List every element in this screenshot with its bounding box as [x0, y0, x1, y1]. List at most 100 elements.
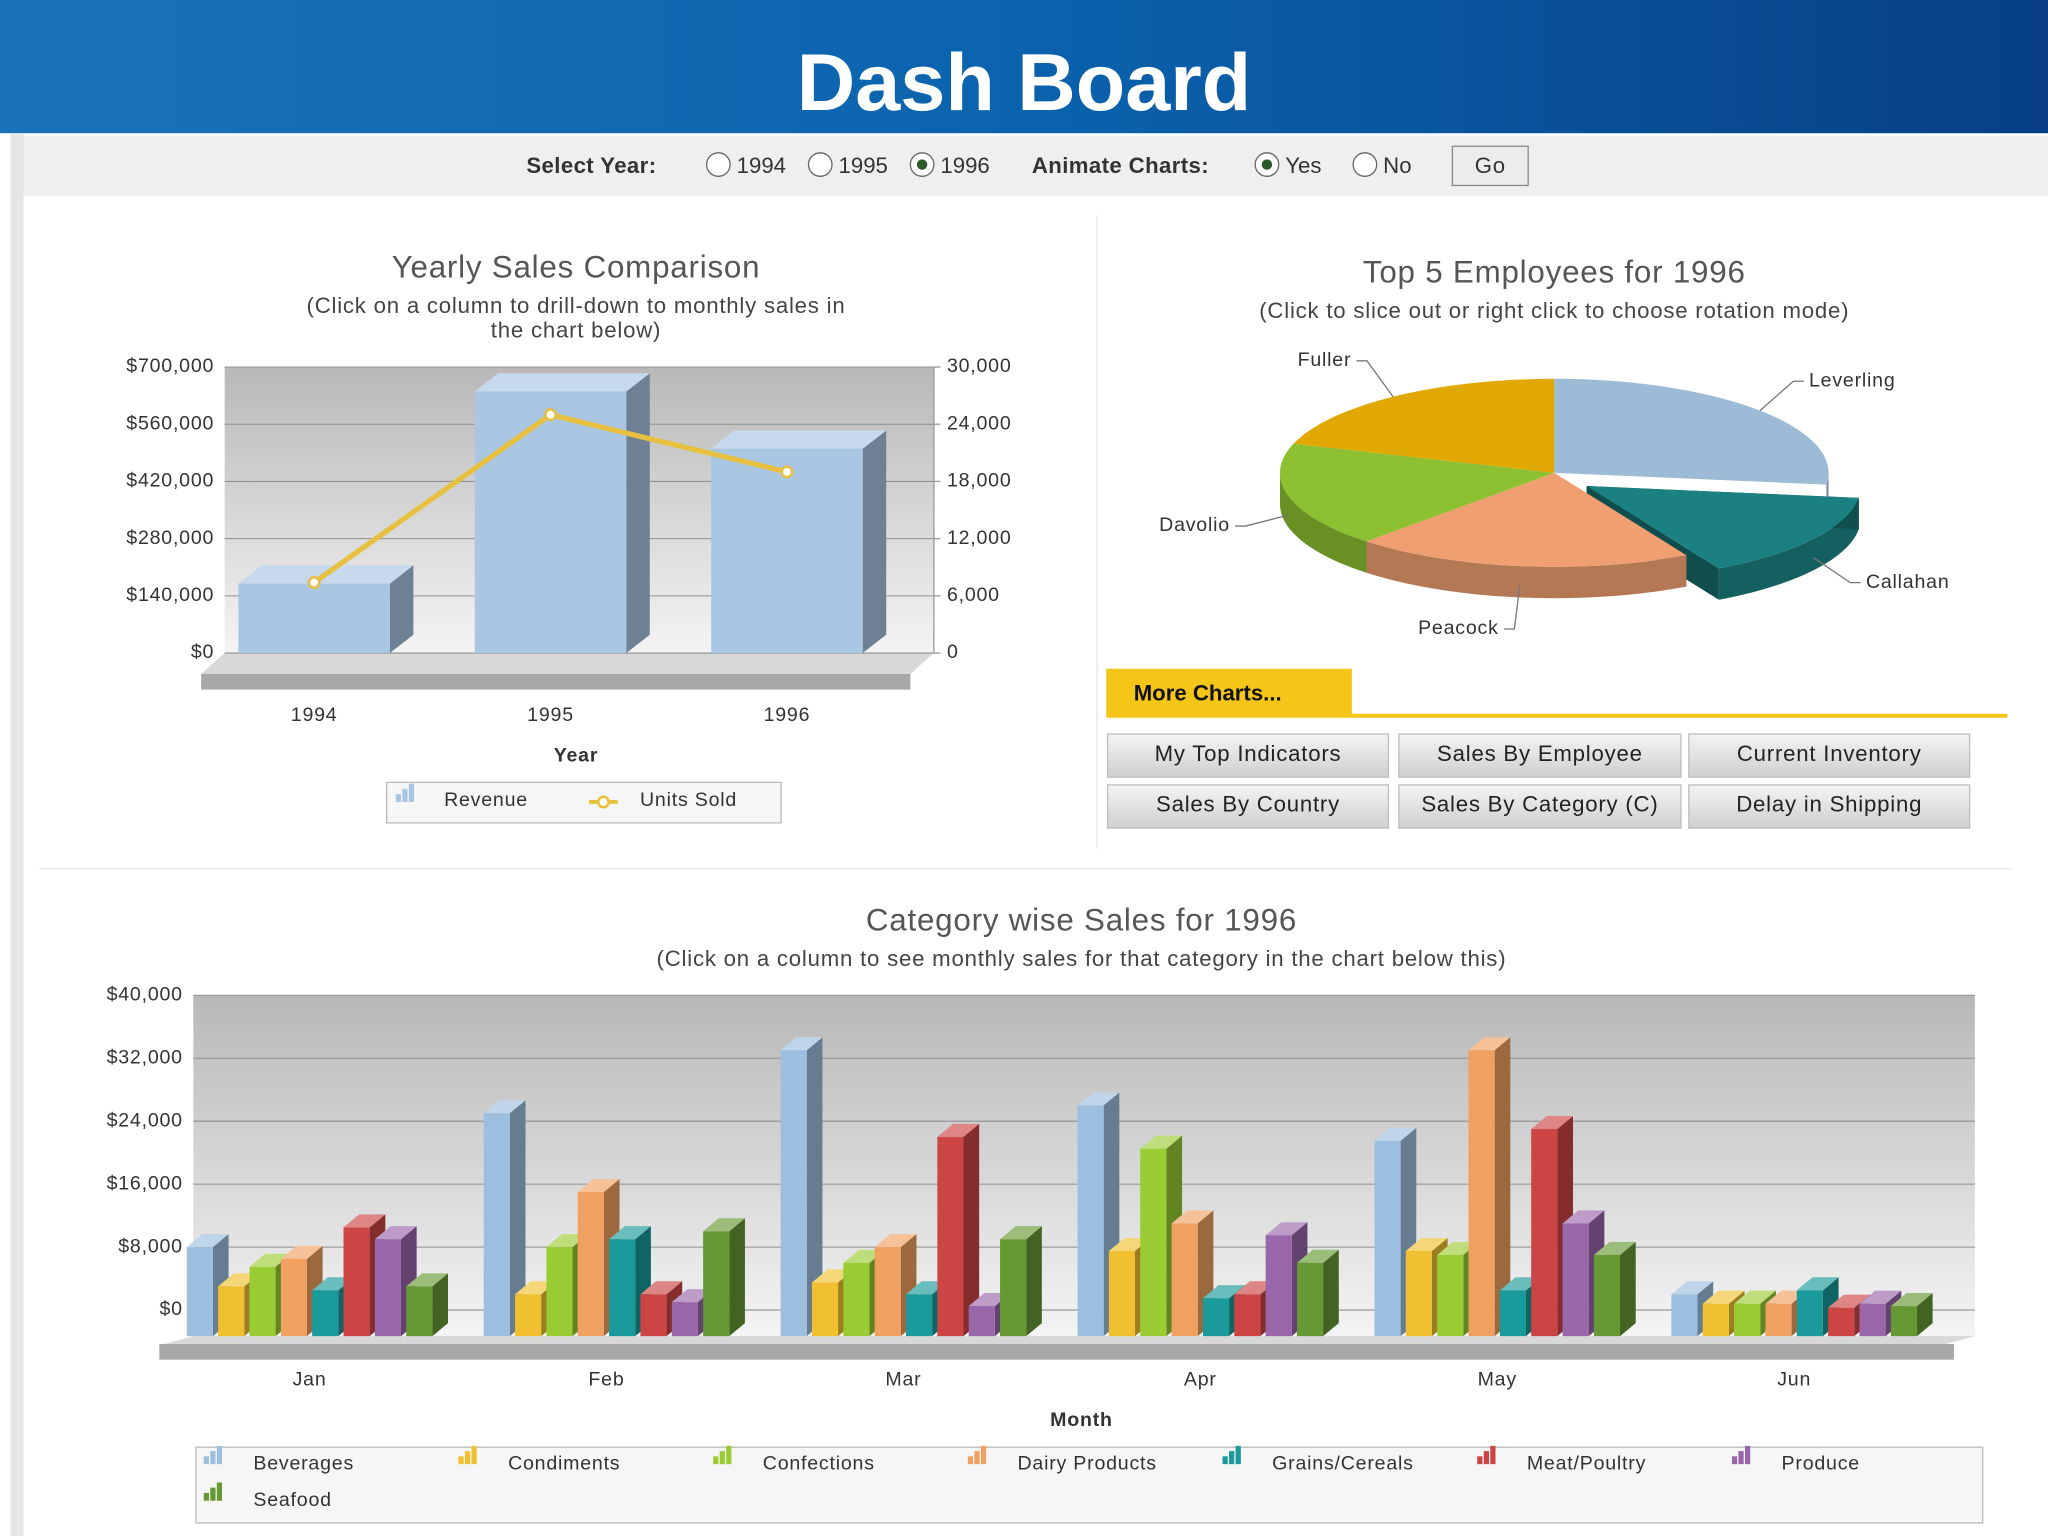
line-point	[307, 575, 321, 590]
year-radio[interactable]: 1996	[909, 152, 990, 178]
pie-slice[interactable]	[1293, 378, 1555, 473]
bar[interactable]	[1077, 1092, 1120, 1337]
legend-icon	[395, 794, 401, 802]
button-face	[1398, 733, 1682, 778]
radio	[807, 152, 833, 177]
x-tick-label: Mar	[885, 1369, 921, 1391]
year-radio[interactable]: 1994	[705, 152, 786, 178]
chart-button[interactable]: Sales By Country	[1106, 784, 1390, 829]
bar-front	[1859, 1303, 1886, 1337]
legend-icon	[1490, 1445, 1496, 1465]
bar[interactable]	[474, 373, 650, 654]
bar-side	[432, 1273, 448, 1337]
pie-label: Fuller	[1298, 349, 1352, 371]
bar-top	[703, 1218, 745, 1232]
bar-top	[1859, 1290, 1902, 1304]
slice-top	[1586, 486, 1859, 569]
legend-icon	[471, 1445, 477, 1465]
legend-icon	[210, 1487, 216, 1501]
bar-front	[515, 1294, 542, 1337]
bar[interactable]	[1671, 1281, 1714, 1337]
bar-front	[1296, 1262, 1324, 1337]
bar-top	[1796, 1277, 1839, 1291]
radio-label: 1996	[940, 153, 989, 178]
chart-button[interactable]: Delay in Shipping	[1688, 784, 1971, 829]
button-label: Sales By Country	[1156, 792, 1340, 817]
bar[interactable]	[1734, 1290, 1776, 1337]
tab-label: More Charts...	[1134, 681, 1282, 706]
legend-label: Revenue	[444, 789, 528, 811]
pie-slice[interactable]	[1366, 472, 1687, 599]
legend-icon	[203, 1456, 209, 1465]
bar-top	[609, 1226, 651, 1240]
bar[interactable]	[483, 1100, 526, 1337]
legend-icon	[713, 1456, 719, 1465]
bar-front	[1437, 1254, 1464, 1337]
y-tick-label: $700,000	[126, 355, 214, 377]
bar-front	[238, 583, 390, 654]
y-tick-label: $24,000	[107, 1109, 183, 1131]
chart-subtitle: (Click on a column to drill-down to mont…	[307, 293, 846, 318]
y-tick-label: $40,000	[107, 983, 183, 1005]
legend-label: Produce	[1782, 1452, 1860, 1474]
bar-front	[1108, 1251, 1136, 1337]
bar-front	[1593, 1254, 1621, 1337]
bar-side	[389, 565, 414, 654]
bar-front	[1765, 1303, 1792, 1337]
x-tick-label: Jan	[293, 1369, 327, 1391]
bar[interactable]	[406, 1273, 448, 1337]
legend-icon	[726, 1445, 732, 1465]
bar[interactable]	[1468, 1037, 1511, 1337]
bar-front	[843, 1262, 870, 1337]
bar-front	[374, 1239, 401, 1337]
legend-icon	[458, 1456, 464, 1465]
animate-radio[interactable]: Yes	[1254, 152, 1321, 178]
radio-label: No	[1383, 153, 1411, 178]
bar[interactable]	[1890, 1293, 1933, 1337]
bar[interactable]	[703, 1218, 745, 1337]
slice-side	[1280, 472, 1367, 573]
button-label: Go	[1475, 153, 1506, 178]
chart-button[interactable]: Sales By Employee	[1398, 733, 1682, 778]
y-tick-label: $8,000	[118, 1235, 183, 1257]
legend-icon	[1477, 1456, 1483, 1465]
x-tick-label: 1995	[527, 704, 574, 726]
bar-front	[1562, 1223, 1589, 1337]
bar-top	[343, 1214, 386, 1228]
bar-front	[1671, 1294, 1698, 1337]
plot-floor-edge	[159, 1344, 1954, 1360]
leader-line	[1356, 360, 1394, 398]
bar[interactable]	[186, 1234, 229, 1337]
year-radio[interactable]: 1995	[807, 152, 888, 178]
chart-button[interactable]: Current Inventory	[1688, 733, 1971, 778]
bar-top	[874, 1234, 917, 1248]
x-tick-label: Feb	[588, 1369, 624, 1391]
bar[interactable]	[937, 1123, 980, 1337]
bar-front	[711, 448, 863, 654]
go-button[interactable]: Go	[1451, 145, 1529, 187]
x-tick-label: 1996	[764, 704, 811, 726]
bar-front	[1000, 1239, 1027, 1337]
chart-button[interactable]: Sales By Category (C)	[1398, 784, 1682, 829]
bar[interactable]	[1593, 1241, 1636, 1337]
bar-front	[1234, 1294, 1261, 1337]
bar[interactable]	[343, 1214, 386, 1337]
legend-icon	[216, 1482, 223, 1501]
bar[interactable]	[711, 430, 887, 654]
legend-label: Condiments	[508, 1452, 620, 1474]
chart-button[interactable]: My Top Indicators	[1106, 733, 1390, 778]
line-point	[780, 465, 794, 479]
button-face	[1688, 733, 1971, 778]
legend-label: Confections	[763, 1452, 875, 1474]
leader-line	[1503, 584, 1521, 630]
y2-tick-label: 18,000	[947, 470, 1012, 492]
animate-radio[interactable]: No	[1352, 152, 1412, 178]
bar[interactable]	[1296, 1249, 1339, 1337]
bar-side	[729, 1218, 745, 1337]
legend-icon	[1744, 1445, 1751, 1465]
bar[interactable]	[1000, 1226, 1042, 1337]
legend-box	[195, 1446, 1984, 1524]
bar[interactable]	[780, 1037, 823, 1337]
bar[interactable]	[238, 565, 414, 654]
pie-slice[interactable]	[1280, 443, 1555, 573]
